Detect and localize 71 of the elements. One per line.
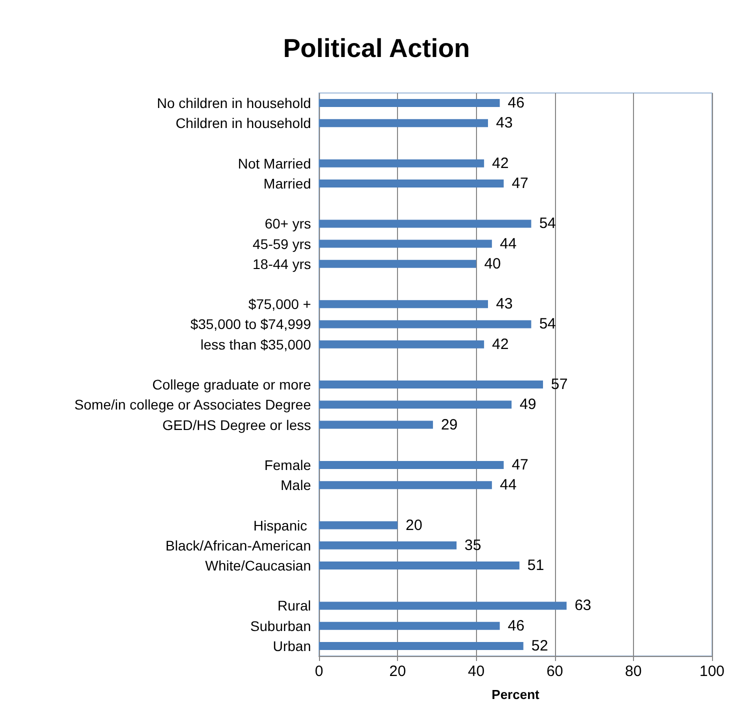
bar xyxy=(319,380,544,389)
data-label: 57 xyxy=(551,376,568,394)
y-tick-label: White/Caucasian xyxy=(205,558,311,574)
data-label: 47 xyxy=(512,456,528,474)
y-tick-label: less than $35,000 xyxy=(200,336,312,352)
x-tick-label: 40 xyxy=(468,663,485,680)
bar xyxy=(319,460,504,469)
data-label: 43 xyxy=(496,296,513,313)
data-label: 44 xyxy=(500,235,517,252)
bar xyxy=(319,119,488,128)
bar xyxy=(319,159,484,168)
y-tick-label: Urban xyxy=(272,638,311,654)
data-label: 46 xyxy=(508,94,524,112)
data-label: 52 xyxy=(531,637,548,654)
data-label: 46 xyxy=(508,617,524,634)
y-tick-label: Male xyxy=(280,477,312,494)
data-label: 54 xyxy=(539,215,556,232)
y-tick-label: Children in household xyxy=(176,115,311,132)
y-tick-label: Black/African-American xyxy=(166,537,311,554)
x-tick-label: 80 xyxy=(625,663,642,680)
y-tick-label: GED/HS Degree or less xyxy=(162,416,311,433)
y-tick-label: Hispanic xyxy=(253,517,311,534)
y-tick-label: College graduate or more xyxy=(152,376,312,393)
data-label: 42 xyxy=(492,336,509,353)
y-tick-label: Rural xyxy=(278,598,311,614)
data-label: 47 xyxy=(512,174,528,192)
y-tick-label: $35,000 to $74,999 xyxy=(190,316,312,332)
data-label: 40 xyxy=(484,255,501,272)
chart-title: Political Action xyxy=(283,33,470,63)
bar xyxy=(319,541,457,550)
data-label: 54 xyxy=(539,316,556,333)
x-tick-label: 60 xyxy=(546,663,564,680)
x-axis-title: Percent xyxy=(492,687,540,702)
bar xyxy=(319,99,500,108)
bar xyxy=(319,179,504,188)
bar xyxy=(319,400,512,409)
bar xyxy=(319,320,532,328)
bar xyxy=(319,602,567,610)
y-tick-label: Suburban xyxy=(250,618,311,634)
data-label: 43 xyxy=(496,114,513,132)
y-tick-label: Not Married xyxy=(238,155,311,172)
y-tick-label: 45-59 yrs xyxy=(252,236,311,252)
y-tick-label: Female xyxy=(264,456,312,473)
data-label: 42 xyxy=(492,154,509,172)
bar xyxy=(319,521,398,530)
data-label: 49 xyxy=(520,396,536,414)
bar xyxy=(319,220,532,228)
bar xyxy=(319,420,433,429)
bar xyxy=(319,642,524,650)
y-tick-label: No children in household xyxy=(156,95,311,112)
bar xyxy=(319,240,492,248)
bar xyxy=(319,481,492,490)
data-label: 63 xyxy=(574,597,592,614)
y-tick-label: 18-44 yrs xyxy=(252,256,311,272)
x-tick-label: 0 xyxy=(314,663,324,680)
bar xyxy=(319,622,500,630)
y-tick-label: Some/in college or Associates Degree xyxy=(74,396,312,413)
x-tick-label: 100 xyxy=(699,663,725,680)
data-label: 20 xyxy=(406,516,422,534)
data-label: 51 xyxy=(527,557,544,574)
y-tick-label: Married xyxy=(264,175,311,192)
data-label: 29 xyxy=(440,416,458,434)
bar xyxy=(319,562,520,570)
bar xyxy=(319,340,484,348)
data-label: 44 xyxy=(500,476,517,494)
y-tick-label: 60+ yrs xyxy=(264,216,311,232)
bar xyxy=(319,260,476,268)
x-tick-label: 20 xyxy=(389,663,406,680)
data-label: 35 xyxy=(464,536,482,554)
bar xyxy=(319,300,488,308)
y-tick-label: $75,000 + xyxy=(248,296,311,312)
